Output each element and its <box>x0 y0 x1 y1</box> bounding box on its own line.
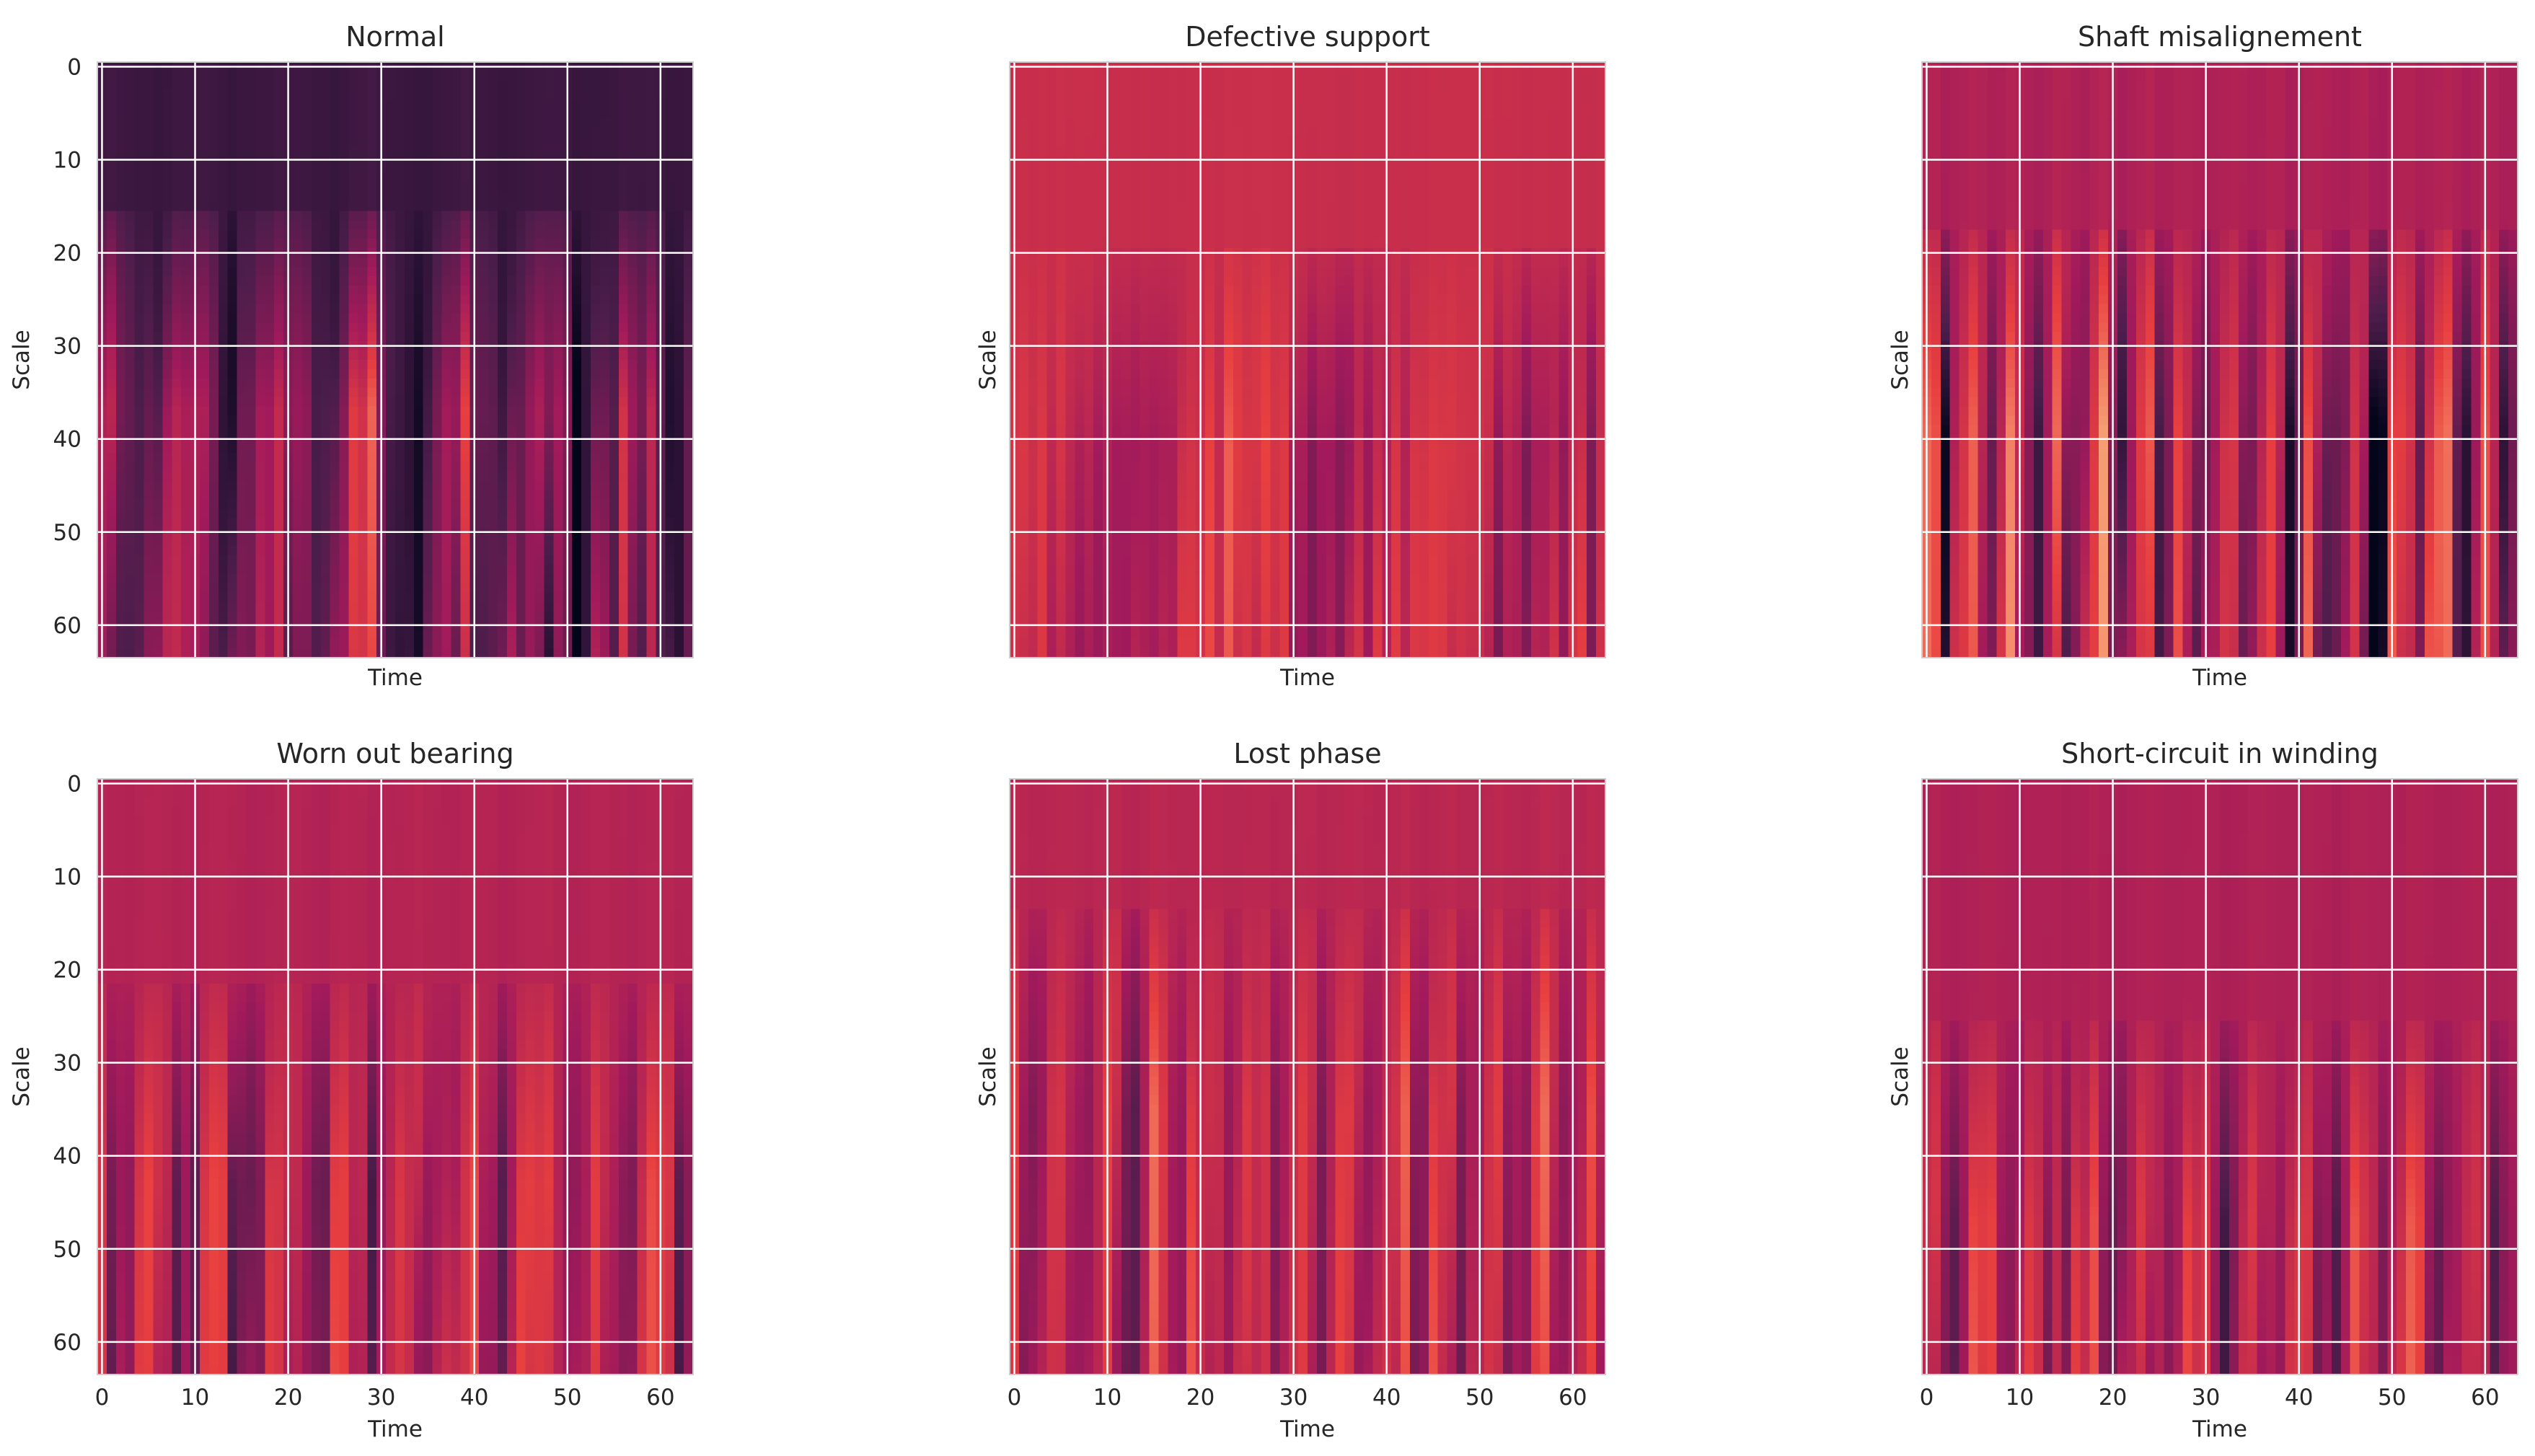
y-tick-label: 0 <box>67 771 81 797</box>
subplot-3: Shaft misalignement Scale Time <box>1887 21 2518 691</box>
heatmap-image <box>1010 62 1605 658</box>
y-tick-label: 30 <box>53 1051 81 1077</box>
y-axis-label: Scale <box>9 330 35 389</box>
y-tick-label: 10 <box>53 865 81 891</box>
y-tick-label: 50 <box>53 520 81 546</box>
subplot-title: Normal <box>345 21 445 53</box>
y-tick-label: 60 <box>53 613 81 639</box>
y-axis-label: Scale <box>975 330 1001 389</box>
x-tick-label: 40 <box>1372 1385 1401 1411</box>
axes-frame <box>1921 61 2518 658</box>
subplot-title: Shaft misalignement <box>2078 21 2362 53</box>
x-tick-label: 10 <box>1093 1385 1121 1411</box>
x-tick-label: 20 <box>1186 1385 1214 1411</box>
subplot-6: Short-circuit in winding Scale Time 0 10 20 30… <box>1887 738 2518 1442</box>
y-tick-label: 10 <box>53 148 81 174</box>
axes-frame <box>1009 778 1606 1375</box>
y-tick-label: 50 <box>53 1237 81 1263</box>
x-tick-label: 20 <box>2099 1385 2127 1411</box>
y-axis-label: Scale <box>975 1046 1001 1106</box>
subplot-title: Short-circuit in winding <box>2061 738 2379 769</box>
y-tick-label: 0 <box>67 54 81 80</box>
y-axis-label: Scale <box>1887 1046 1913 1106</box>
x-tick-label: 0 <box>1008 1385 1022 1411</box>
x-tick-label: 60 <box>1559 1385 1587 1411</box>
axes-frame <box>97 61 694 658</box>
x-axis-label: Time <box>1279 1416 1335 1442</box>
y-tick-label: 20 <box>53 958 81 984</box>
x-tick-label: 10 <box>181 1385 209 1411</box>
x-tick-label: 40 <box>2285 1385 2313 1411</box>
heatmap-image <box>1922 62 2518 658</box>
heatmap-image <box>97 62 693 658</box>
x-tick-label: 30 <box>1279 1385 1308 1411</box>
x-axis-label: Time <box>2192 665 2247 691</box>
y-tick-label: 60 <box>53 1330 81 1356</box>
y-axis-label: Scale <box>9 1046 35 1106</box>
x-axis-label: Time <box>367 665 423 691</box>
x-tick-label: 50 <box>1465 1385 1494 1411</box>
x-tick-label: 0 <box>95 1385 110 1411</box>
subplot-title: Lost phase <box>1233 738 1381 769</box>
x-tick-label: 20 <box>274 1385 302 1411</box>
y-tick-label: 20 <box>53 241 81 267</box>
axes-frame <box>1009 61 1606 658</box>
heatmap-image <box>97 779 693 1375</box>
subplot-title: Defective support <box>1185 21 1430 53</box>
axes-frame <box>97 778 694 1375</box>
subplot-2: Defective support Scale Time <box>975 21 1606 691</box>
x-axis-label: Time <box>2192 1416 2247 1442</box>
y-tick-label: 30 <box>53 334 81 360</box>
x-tick-label: 30 <box>2192 1385 2220 1411</box>
y-tick-label: 40 <box>53 1144 81 1170</box>
y-tick-label: 40 <box>53 427 81 453</box>
subplot-5: Lost phase Scale Time 0 10 20 30 40 50 60 <box>975 738 1606 1442</box>
x-tick-label: 60 <box>2471 1385 2499 1411</box>
x-tick-label: 60 <box>646 1385 674 1411</box>
subplot-4: Worn out bearing Scale Time 0 10 20 30 40 50 60 0 1… <box>9 738 694 1442</box>
x-axis-label: Time <box>1279 665 1335 691</box>
heatmap-image <box>1010 779 1605 1375</box>
x-tick-label: 40 <box>460 1385 488 1411</box>
x-axis-label: Time <box>367 1416 423 1442</box>
x-tick-label: 50 <box>2378 1385 2406 1411</box>
subplot-title: Worn out bearing <box>276 738 513 769</box>
y-axis-label: Scale <box>1887 330 1913 389</box>
x-tick-label: 30 <box>367 1385 395 1411</box>
x-tick-label: 10 <box>2006 1385 2034 1411</box>
subplot-1: Normal Scale Time 0 10 20 30 40 50 60 <box>9 21 694 691</box>
axes-frame <box>1921 778 2518 1375</box>
heatmap-image <box>1922 779 2518 1375</box>
x-tick-label: 0 <box>1920 1385 1934 1411</box>
x-tick-label: 50 <box>553 1385 581 1411</box>
